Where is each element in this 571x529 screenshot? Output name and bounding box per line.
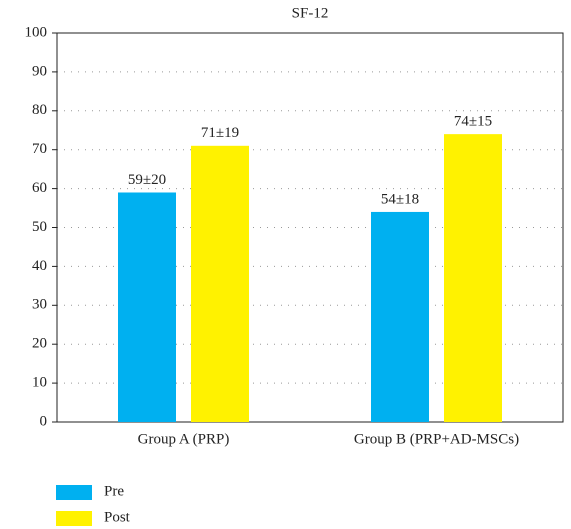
data-label: 59±20 [128,172,166,188]
x-tick-label: Group B (PRP+AD-MSCs) [354,431,519,447]
chart-title: SF-12 [292,5,329,21]
data-label: 54±18 [381,191,419,207]
plot-frame [56,32,564,423]
legend-label: Pre [104,483,124,499]
legend-swatch [56,511,92,526]
bar [118,192,176,422]
y-tick-label: 100 [25,24,48,40]
y-tick-label: 10 [32,375,47,391]
x-tick-label: Group A (PRP) [138,431,230,447]
y-tick-label: 80 [32,102,47,118]
y-tick-label: 20 [32,336,47,352]
bar [371,211,429,422]
y-tick-label: 60 [32,180,47,196]
y-tick-label: 90 [32,63,47,79]
data-label: 71±19 [201,125,239,141]
data-label: 74±15 [454,114,492,130]
bar [191,145,249,422]
bar [444,134,502,422]
y-tick-label: 0 [40,413,48,429]
y-tick-label: 50 [32,219,47,235]
y-tick-label: 40 [32,258,47,274]
y-tick-label: 70 [32,141,47,157]
legend-swatch [56,485,92,500]
y-tick-label: 30 [32,297,47,313]
legend-label: Post [104,509,131,525]
